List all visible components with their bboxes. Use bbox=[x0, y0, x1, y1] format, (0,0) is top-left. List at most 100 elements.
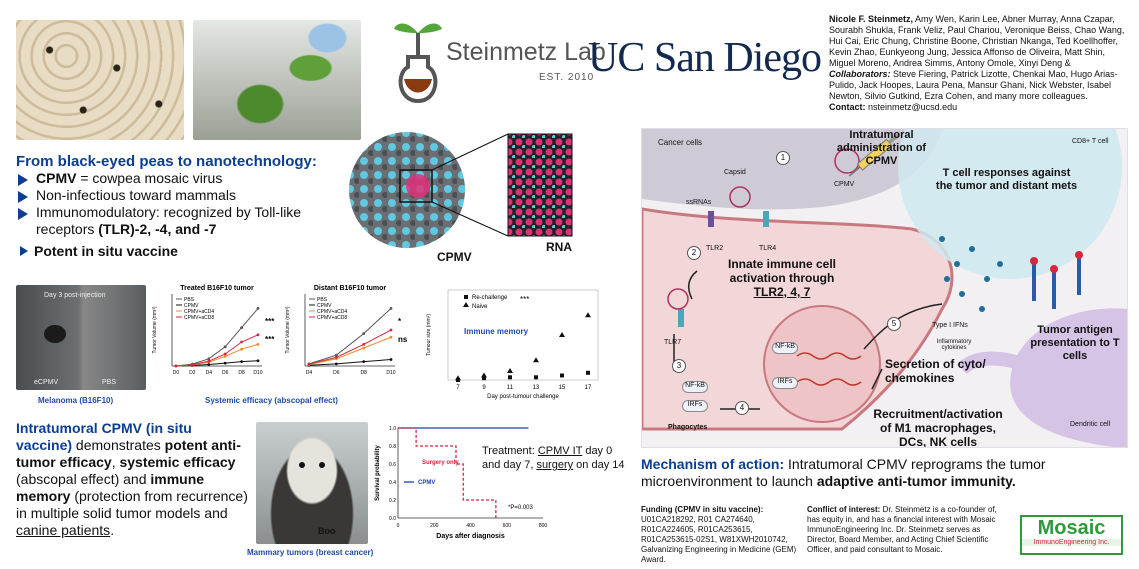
lab-established: EST. 2010 bbox=[539, 72, 595, 83]
clinical-period: . bbox=[110, 522, 115, 538]
contact-email[interactable]: nsteinmetz@ucsd.edu bbox=[865, 102, 958, 112]
data-point bbox=[362, 343, 366, 346]
y-tick-label: 0.2 bbox=[389, 498, 396, 504]
x-tick-label: 0 bbox=[397, 523, 400, 529]
tlr4-label: TLR4 bbox=[759, 245, 777, 252]
clinical-potent: potent anti-tumor efficacy bbox=[16, 437, 241, 470]
distant-tumor-chart: Distant B16F10 tumor Tumor Volume (mm³) D4… bbox=[285, 285, 408, 376]
clinical-systemic: systemic efficacy bbox=[119, 454, 236, 470]
series-line-pbs bbox=[175, 308, 259, 367]
innate-activation-label: Innate immune cell activation through TL… bbox=[712, 257, 852, 299]
melanoma-caption: Melanoma (B16F10) bbox=[38, 396, 114, 405]
dog-eye-left bbox=[299, 462, 305, 468]
clinical-text-3: (abscopal effect) and bbox=[16, 471, 151, 487]
data-point bbox=[362, 332, 366, 335]
contact-label: Contact: bbox=[829, 102, 866, 112]
x-tick-label: D4 bbox=[306, 370, 313, 376]
data-point-naive bbox=[481, 372, 487, 378]
series-line-cpmv-acd4 bbox=[175, 343, 259, 367]
funding-label: Funding (CPMV in situ vaccine): bbox=[641, 505, 764, 514]
p-value-annotation: *P=0.003 bbox=[508, 505, 534, 511]
t-cell-response-label: T cell responses against the tumor and d… bbox=[935, 167, 1078, 192]
data-point bbox=[334, 362, 338, 366]
clinical-text-1: demonstrates bbox=[72, 437, 165, 453]
dendritic-cell-label: Dendritic cell bbox=[1070, 421, 1111, 428]
intro-title: From black-eyed peas to nanotechnology: bbox=[16, 153, 317, 170]
cpmv-definition: = cowpea mosaic virus bbox=[76, 170, 223, 186]
treatment-cpmv: CPMV IT bbox=[537, 445, 583, 457]
clinical-text-2: , bbox=[111, 454, 120, 470]
x-tick-label: D10 bbox=[386, 370, 395, 376]
mechanism-summary-bold: adaptive anti-tumor immunity. bbox=[816, 473, 1016, 489]
y-axis-label: Tumor Volume (mm³) bbox=[152, 306, 158, 353]
intratumoral-label: Intratumoral administration of CPMV bbox=[836, 129, 927, 167]
melanoma-tumor-spot bbox=[44, 325, 66, 343]
recruitment-label: Recruitment/activation of M1 macrophages… bbox=[873, 407, 1003, 448]
y-tick-label: 0.4 bbox=[389, 480, 396, 486]
legend-label: CPMV bbox=[317, 303, 332, 309]
x-tick-label: D8 bbox=[238, 370, 245, 376]
legend-marker-rechallenge bbox=[464, 295, 468, 299]
data-point-naive bbox=[533, 357, 539, 363]
x-axis-label: Day post-tumour challenge bbox=[487, 394, 559, 400]
data-point-rechallenge bbox=[508, 375, 512, 380]
cancer-cells-label: Cancer cells bbox=[658, 138, 703, 147]
legend-label-cpmv: CPMV bbox=[418, 480, 435, 486]
legend-label: CPMV+aCD4 bbox=[184, 309, 214, 315]
survival-chart: Survival probability Days after diagnosis… bbox=[375, 426, 547, 540]
cpmv-label: CPMV bbox=[437, 250, 472, 264]
melanoma-mouse-photo: Day 3 post-injection eCPMV PBS bbox=[16, 285, 146, 390]
data-point bbox=[207, 357, 211, 361]
conflict-block: Conflict of interest: Dr. Steinmetz is a… bbox=[807, 505, 1007, 555]
mechanism-diagram: Intratumoral administration of CPMV Canc… bbox=[641, 128, 1128, 448]
x-tick-label: 13 bbox=[533, 385, 540, 391]
y-axis-label: Survival probability bbox=[375, 444, 381, 500]
x-tick-label: D0 bbox=[173, 370, 180, 376]
legend-label: Re-challenge bbox=[472, 295, 508, 301]
data-point-rechallenge bbox=[534, 375, 538, 380]
data-point-naive bbox=[507, 368, 513, 373]
systemic-efficacy-caption: Systemic efficacy (abscopal effect) bbox=[205, 396, 338, 405]
dog-eye-right bbox=[319, 462, 325, 468]
chart-title: Distant B16F10 tumor bbox=[314, 285, 387, 292]
significance-label: *** bbox=[520, 295, 529, 304]
cowpea-plant-photo bbox=[193, 20, 361, 140]
bullet-noninfectious: Non-infectious toward mammals bbox=[18, 187, 318, 204]
legend-label: PBS bbox=[184, 297, 195, 303]
clinical-canine: canine patients bbox=[16, 522, 111, 538]
survival-line-surgery-only bbox=[398, 427, 497, 518]
data-point bbox=[240, 360, 243, 364]
data-point bbox=[223, 355, 227, 358]
data-point-naive bbox=[559, 332, 565, 337]
conflict-text: Dr. Steinmetz is a co-founder of, has eq… bbox=[807, 505, 997, 554]
cd8-label: CD8+ T cell bbox=[1072, 138, 1109, 145]
x-tick-label: 9 bbox=[482, 385, 486, 391]
series-line-cpmv-acd8 bbox=[175, 334, 259, 367]
bullet-immunomodulatory: Immunomodulatory: recognized by Toll-lik… bbox=[18, 204, 318, 238]
dog-patient-photo: Boo bbox=[256, 422, 368, 544]
data-point bbox=[223, 361, 227, 365]
cpmv-diagram-label: CPMV bbox=[834, 181, 855, 188]
mechanism-summary: Mechanism of action: Intratumoral CPMV r… bbox=[641, 456, 1111, 490]
data-point bbox=[389, 358, 393, 361]
legend-label: Naive bbox=[472, 304, 488, 310]
data-point bbox=[334, 353, 338, 357]
pbs-photo-label: PBS bbox=[102, 379, 117, 386]
data-point bbox=[240, 326, 243, 329]
mechanism-summary-text: Intratumoral CPMV reprograms the tumor m… bbox=[641, 456, 1046, 489]
author-names: Amy Wen, Karin Lee, Abner Murray, Anna C… bbox=[829, 14, 1125, 68]
data-point bbox=[362, 346, 366, 350]
treated-tumor-chart: Treated B16F10 tumor Tumor Volume (mm³) D0… bbox=[152, 285, 275, 376]
type-ifns-label: Type I IFNs bbox=[932, 322, 968, 329]
treatment-text-1: Treatment: bbox=[482, 445, 538, 457]
significance-label: ns bbox=[398, 335, 408, 344]
x-tick-label: 400 bbox=[466, 523, 475, 529]
legend-label: CPMV+aCD4 bbox=[317, 309, 347, 315]
legend-label: CPMV bbox=[184, 303, 199, 309]
capsid-label: Capsid bbox=[724, 169, 746, 176]
treatment-note: Treatment: CPMV IT day 0 and day 7, surg… bbox=[482, 444, 632, 472]
bullet-cpmv: CPMV = cowpea mosaic virus bbox=[18, 170, 318, 187]
y-axis-label: Tumour size (mm²) bbox=[426, 314, 432, 356]
data-point bbox=[389, 307, 393, 310]
data-point bbox=[256, 343, 260, 346]
